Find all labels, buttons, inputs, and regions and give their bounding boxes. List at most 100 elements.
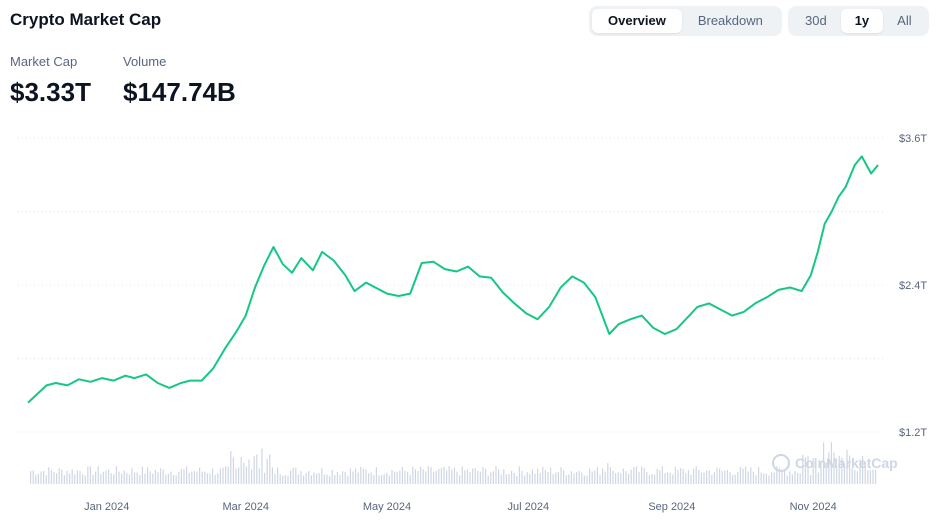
volume-bar (771, 472, 773, 484)
volume-bar (841, 457, 843, 484)
volume-bar (529, 474, 531, 484)
volume-bar (40, 471, 42, 484)
volume-bar (672, 474, 674, 484)
volume-bar (750, 467, 752, 484)
volume-bar (95, 471, 97, 484)
volume-bar (721, 470, 723, 484)
volume-bar (864, 464, 866, 484)
volume-bar (292, 467, 294, 484)
volume-bar (661, 466, 663, 484)
volume-bar (43, 470, 45, 484)
volume-bar (815, 458, 817, 484)
volume-bar (160, 468, 162, 484)
volume-bar (568, 474, 570, 484)
volume-bar (388, 475, 390, 484)
market-cap-label: Market Cap (10, 54, 78, 69)
volume-bar (313, 472, 315, 484)
x-tick-label: Mar 2024 (222, 501, 268, 513)
x-tick-label: Sep 2024 (648, 501, 695, 513)
volume-bar (459, 475, 461, 484)
volume-bar (394, 471, 396, 484)
volume-bar (487, 475, 489, 484)
volume-bar (404, 470, 406, 484)
view-tab-group: Overview Breakdown (589, 6, 782, 36)
volume-bar (615, 473, 617, 484)
volume-bar (446, 470, 448, 484)
volume-bar (867, 470, 869, 484)
volume-bar (505, 474, 507, 484)
volume-bar (227, 466, 229, 484)
y-axis-ticks: $3.6T $2.4T $1.2T (899, 133, 927, 439)
volume-bar (45, 475, 47, 484)
volume-bar (336, 472, 338, 484)
volume-bar (121, 473, 123, 484)
volume-bar (838, 455, 840, 484)
volume-bar (674, 466, 676, 484)
volume-bar (854, 470, 856, 484)
volume-bar (521, 470, 523, 484)
volume-bar (381, 475, 383, 484)
volume-bar (797, 472, 799, 484)
volume-bar (97, 466, 99, 484)
volume-bar (719, 468, 721, 484)
volume-bar (438, 469, 440, 484)
volume-bar (680, 468, 682, 484)
volume-bar (303, 475, 305, 484)
range-1y-button[interactable]: 1y (840, 9, 884, 33)
watermark-logo-icon (772, 454, 790, 472)
volume-bar (157, 472, 159, 484)
volume-bar (602, 468, 604, 484)
volume-bar (716, 467, 718, 484)
volume-bar (836, 466, 838, 484)
tab-overview[interactable]: Overview (592, 9, 682, 33)
volume-bar (555, 472, 557, 484)
volume-bar (170, 471, 172, 484)
volume-bar (326, 474, 328, 484)
volume-bar (537, 468, 539, 484)
volume-bar (625, 471, 627, 484)
volume-bar (664, 473, 666, 484)
volume-bar (251, 469, 253, 484)
volume-bar (643, 468, 645, 484)
volume-bar (37, 473, 39, 484)
volume-bar (383, 474, 385, 484)
volume-bar (105, 470, 107, 484)
range-30d-button[interactable]: 30d (805, 13, 827, 28)
volume-bar (578, 470, 580, 484)
range-all-button[interactable]: All (897, 13, 912, 28)
volume-bar (466, 469, 468, 484)
volume-bar (92, 474, 94, 484)
volume-bar (284, 475, 286, 484)
volume-bar (477, 471, 479, 484)
volume-bar (370, 472, 372, 484)
volume-bar (258, 468, 260, 484)
volume-bar (201, 471, 203, 484)
volume-value: $147.74B (123, 77, 236, 107)
volume-bar (414, 469, 416, 484)
volume-bar (196, 471, 198, 484)
market-cap-stat: Market Cap $3.33T (10, 54, 91, 108)
volume-bar (32, 470, 34, 484)
volume-bar (63, 475, 65, 484)
tab-breakdown[interactable]: Breakdown (697, 13, 763, 28)
volume-bar (433, 471, 435, 484)
volume-bar (724, 470, 726, 484)
volume-bar (828, 452, 830, 484)
x-tick-label: Jan 2024 (84, 501, 129, 513)
volume-bar (503, 469, 505, 484)
volume-bar (516, 475, 518, 484)
volume-bar (435, 471, 437, 484)
volume-bar (217, 473, 219, 484)
volume-bar (557, 471, 559, 484)
volume-bar (763, 473, 765, 484)
volume-bar (752, 471, 754, 484)
volume-bar (628, 473, 630, 484)
volume-bar (630, 469, 632, 484)
volume-bar (74, 474, 76, 484)
volume-bar (56, 473, 58, 484)
x-tick-label: Nov 2024 (790, 501, 837, 513)
volume-bar (420, 466, 422, 484)
volume-bar (563, 470, 565, 484)
volume-bar (118, 471, 120, 484)
